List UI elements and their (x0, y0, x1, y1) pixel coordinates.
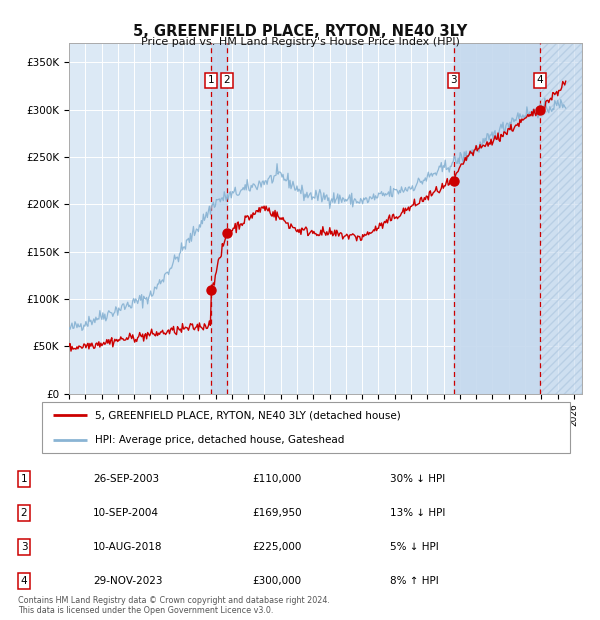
Text: 10-SEP-2004: 10-SEP-2004 (93, 508, 159, 518)
Text: 4: 4 (20, 576, 28, 587)
Text: 5% ↓ HPI: 5% ↓ HPI (390, 542, 439, 552)
Bar (211, 43, 227, 394)
Text: 5, GREENFIELD PLACE, RYTON, NE40 3LY: 5, GREENFIELD PLACE, RYTON, NE40 3LY (133, 24, 467, 38)
Text: £169,950: £169,950 (252, 508, 302, 518)
Text: 13% ↓ HPI: 13% ↓ HPI (390, 508, 445, 518)
FancyBboxPatch shape (42, 402, 570, 453)
Text: 1: 1 (20, 474, 28, 484)
Text: 4: 4 (536, 75, 543, 85)
Text: £225,000: £225,000 (252, 542, 301, 552)
Text: Price paid vs. HM Land Registry's House Price Index (HPI): Price paid vs. HM Land Registry's House … (140, 37, 460, 47)
Text: HPI: Average price, detached house, Gateshead: HPI: Average price, detached house, Gate… (95, 435, 344, 445)
Text: 3: 3 (450, 75, 457, 85)
Text: 8% ↑ HPI: 8% ↑ HPI (390, 576, 439, 587)
Text: 2: 2 (20, 508, 28, 518)
Bar (540, 43, 582, 394)
Bar (454, 43, 540, 394)
Text: 10-AUG-2018: 10-AUG-2018 (93, 542, 163, 552)
Text: 26-SEP-2003: 26-SEP-2003 (93, 474, 159, 484)
Text: 3: 3 (20, 542, 28, 552)
Text: 1: 1 (208, 75, 215, 85)
Text: Contains HM Land Registry data © Crown copyright and database right 2024.
This d: Contains HM Land Registry data © Crown c… (18, 596, 330, 615)
Text: 2: 2 (224, 75, 230, 85)
Text: 5, GREENFIELD PLACE, RYTON, NE40 3LY (detached house): 5, GREENFIELD PLACE, RYTON, NE40 3LY (de… (95, 410, 401, 420)
Text: 30% ↓ HPI: 30% ↓ HPI (390, 474, 445, 484)
Text: £110,000: £110,000 (252, 474, 301, 484)
Text: 29-NOV-2023: 29-NOV-2023 (93, 576, 163, 587)
Text: £300,000: £300,000 (252, 576, 301, 587)
